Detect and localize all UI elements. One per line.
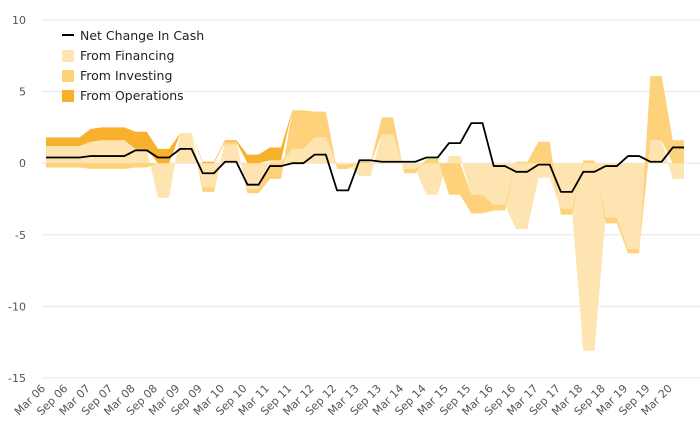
legend-swatch-operations: [62, 90, 74, 102]
legend-item-net-change: Net Change In Cash: [62, 28, 204, 43]
legend-label-financing: From Financing: [80, 48, 174, 63]
line-layer: [46, 122, 684, 193]
legend-swatch-investing: [62, 70, 74, 82]
legend-label-net-change: Net Change In Cash: [80, 28, 204, 43]
legend-item-financing: From Financing: [62, 48, 174, 63]
legend-label-operations: From Operations: [80, 88, 184, 103]
legend: Net Change In Cash From Financing From I…: [62, 28, 204, 103]
area-layer: [46, 75, 684, 351]
legend-item-operations: From Operations: [62, 88, 184, 103]
y-tick-label: 10: [12, 14, 26, 27]
legend-swatch-financing: [62, 50, 74, 62]
legend-item-investing: From Investing: [62, 68, 172, 83]
y-tick-label: -5: [15, 229, 26, 242]
y-tick-label: -10: [8, 300, 26, 313]
y-axis: 10 5 0 -5 -10 -15: [8, 14, 26, 385]
y-tick-label: 5: [19, 86, 26, 99]
y-tick-label: -15: [8, 372, 26, 385]
line-net-change-in-cash: [46, 122, 684, 193]
y-tick-label: 0: [19, 157, 26, 170]
legend-label-investing: From Investing: [80, 68, 172, 83]
